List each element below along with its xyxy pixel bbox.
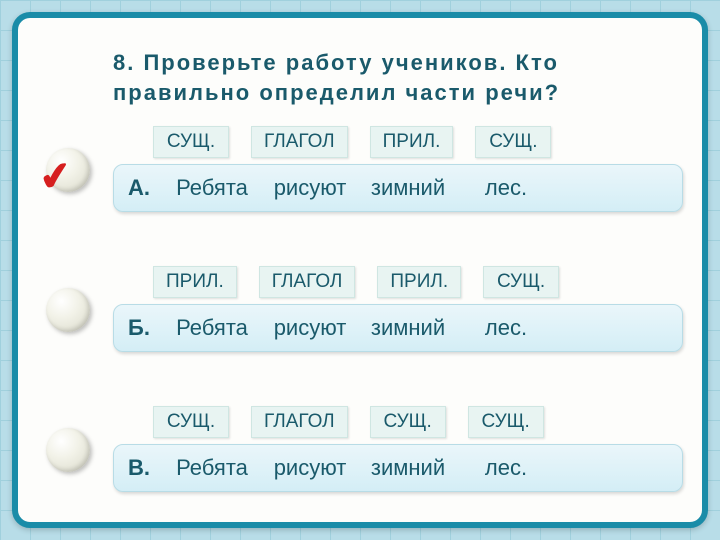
option-c: СУЩ. ГЛАГОЛ СУЩ. СУЩ. В. Ребята рисуют з…	[113, 406, 683, 492]
word: зимний	[370, 455, 446, 481]
pos-tag: СУЩ.	[153, 126, 229, 158]
option-letter: Б.	[128, 315, 152, 341]
options-list: СУЩ. ГЛАГОЛ ПРИЛ. СУЩ. А. Ребята рисуют …	[113, 126, 683, 492]
sentence-bar: Б. Ребята рисуют зимний лес.	[113, 304, 683, 352]
check-icon: ✔	[38, 160, 76, 198]
word: зимний	[370, 175, 446, 201]
word: лес.	[468, 175, 544, 201]
pos-tag: СУЩ.	[153, 406, 229, 438]
word: зимний	[370, 315, 446, 341]
word: рисуют	[272, 315, 348, 341]
pos-tag: СУЩ.	[468, 406, 544, 438]
option-letter: А.	[128, 175, 152, 201]
option-bullet-a[interactable]: ✔	[46, 148, 90, 192]
option-b: ПРИЛ. ГЛАГОЛ ПРИЛ. СУЩ. Б. Ребята рисуют…	[113, 266, 683, 352]
pos-tag: СУЩ.	[483, 266, 559, 298]
question-text: 8. Проверьте работу учеников. Кто правил…	[113, 48, 652, 107]
option-letter: В.	[128, 455, 152, 481]
word: лес.	[468, 455, 544, 481]
word: Ребята	[174, 175, 250, 201]
tags-row: СУЩ. ГЛАГОЛ СУЩ. СУЩ.	[113, 406, 683, 438]
pos-tag: СУЩ.	[475, 126, 551, 158]
pos-tag: ПРИЛ.	[377, 266, 461, 298]
pos-tag: ГЛАГОЛ	[251, 406, 348, 438]
word: рисуют	[272, 455, 348, 481]
pos-tag: ГЛАГОЛ	[251, 126, 348, 158]
pos-tag: ГЛАГОЛ	[259, 266, 356, 298]
sentence-bar: А. Ребята рисуют зимний лес.	[113, 164, 683, 212]
pos-tag: СУЩ.	[370, 406, 446, 438]
pos-tag: ПРИЛ.	[153, 266, 237, 298]
tags-row: СУЩ. ГЛАГОЛ ПРИЛ. СУЩ.	[113, 126, 683, 158]
tags-row: ПРИЛ. ГЛАГОЛ ПРИЛ. СУЩ.	[113, 266, 683, 298]
pos-tag: ПРИЛ.	[370, 126, 454, 158]
word: рисуют	[272, 175, 348, 201]
option-bullet-c[interactable]	[46, 428, 90, 472]
option-a: СУЩ. ГЛАГОЛ ПРИЛ. СУЩ. А. Ребята рисуют …	[113, 126, 683, 212]
word: лес.	[468, 315, 544, 341]
sentence-bar: В. Ребята рисуют зимний лес.	[113, 444, 683, 492]
content-frame: 8. Проверьте работу учеников. Кто правил…	[12, 12, 708, 528]
option-bullet-b[interactable]	[46, 288, 90, 332]
word: Ребята	[174, 315, 250, 341]
bullet-column: ✔	[46, 148, 90, 472]
word: Ребята	[174, 455, 250, 481]
